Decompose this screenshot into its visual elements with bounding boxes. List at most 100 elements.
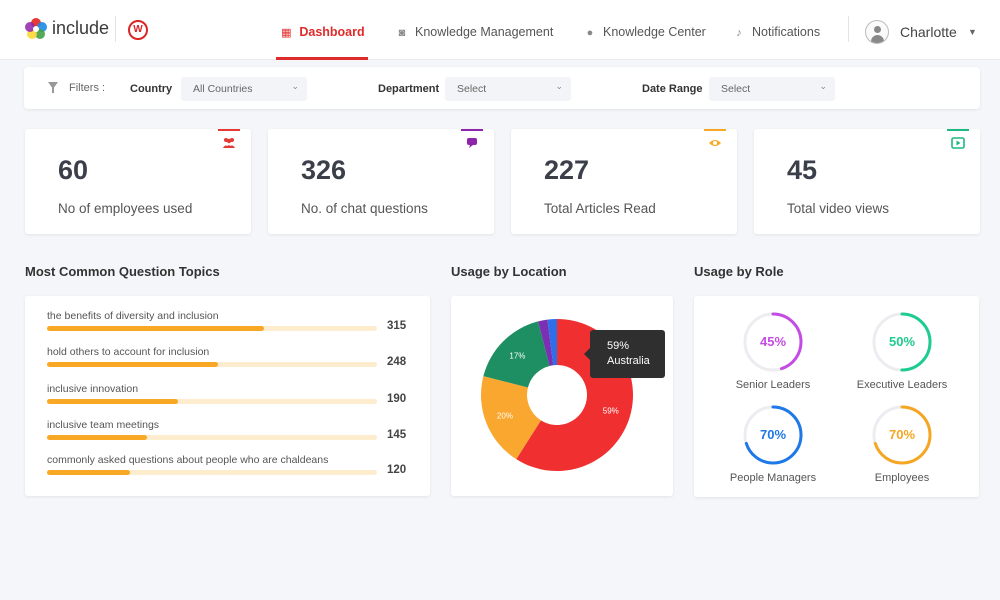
topics-title: Most Common Question Topics (25, 264, 220, 279)
topic-label: inclusive innovation (47, 383, 139, 395)
location-card: 59% 20% 17% 59% Australia (451, 296, 673, 496)
department-value: Select (457, 83, 487, 95)
stat-value: 45 (787, 155, 818, 185)
nav-knowledge-center[interactable]: ● Knowledge Center (583, 0, 706, 60)
role-gauge[interactable]: 45% Senior Leaders (707, 311, 837, 401)
role-ring-progress (743, 312, 803, 372)
role-ring (872, 405, 932, 465)
roles-card: 45% Senior Leaders 50% Executive Leaders 70%… (694, 296, 979, 497)
country-select[interactable]: All Countries ⌄ (181, 77, 307, 101)
stat-label: No of employees used (58, 201, 193, 216)
tooltip-percent: 59% (607, 340, 630, 352)
header-divider (115, 16, 116, 42)
donut-slice[interactable] (547, 319, 557, 366)
topic-value: 145 (387, 429, 407, 441)
country-value: All Countries (193, 83, 253, 95)
date-range-label: Date Range (642, 83, 703, 95)
stat-label: Total video views (787, 201, 890, 216)
topic-value: 315 (387, 320, 407, 332)
topic-label: the benefits of diversity and inclusion (47, 310, 219, 322)
nav-notifications-label: Notifications (752, 25, 821, 39)
role-ring-progress (743, 405, 803, 465)
chart-tooltip: 59% Australia (584, 330, 665, 378)
topic-value: 248 (387, 356, 407, 368)
role-percent: 70% (888, 427, 916, 442)
role-ring-progress (872, 405, 932, 465)
users-icon (223, 138, 235, 148)
user-avatar-icon[interactable] (865, 20, 889, 44)
filters-bar: Filters : Country All Countries ⌄ Depart… (24, 67, 980, 109)
nav-knowledge-management[interactable]: ◙ Knowledge Management (395, 0, 554, 60)
role-label: Senior Leaders (735, 379, 811, 391)
brand-name[interactable]: include (52, 18, 110, 38)
user-name[interactable]: Charlotte (900, 24, 957, 40)
donut-slice-label: 59% (603, 407, 619, 416)
stat-card-chat-questions: 326 No. of chat questions (268, 129, 494, 234)
role-ring-progress (872, 312, 932, 372)
topic-label: commonly asked questions about people wh… (47, 454, 329, 466)
chevron-down-icon: ⌄ (555, 81, 563, 91)
chevron-down-icon: ⌄ (291, 81, 299, 91)
chevron-down-icon[interactable]: ▼ (968, 27, 977, 37)
donut-slice-label: 20% (497, 412, 513, 421)
stat-value: 227 (544, 155, 590, 185)
donut-slice[interactable] (538, 319, 554, 366)
chat-icon (467, 138, 477, 148)
stat-badge (947, 129, 969, 155)
info-icon: ● (586, 27, 594, 39)
topic-progress-fill (47, 399, 178, 404)
bell-icon: ♪ (736, 27, 742, 39)
video-icon (951, 137, 965, 149)
nav-dashboard[interactable]: ▦ Dashboard (276, 0, 368, 60)
role-gauge[interactable]: 50% Executive Leaders (836, 311, 966, 401)
role-percent: 45% (759, 334, 787, 349)
stat-value: 326 (301, 155, 347, 185)
nav-knowledge-management-label: Knowledge Management (415, 25, 554, 39)
role-ring (743, 405, 803, 465)
location-donut-chart[interactable]: 59% 20% 17% (451, 296, 673, 496)
stat-label: No. of chat questions (301, 201, 428, 216)
role-gauge[interactable]: 70% Employees (836, 404, 966, 494)
role-ring (743, 312, 803, 372)
topic-progress-fill (47, 435, 147, 440)
role-percent: 50% (888, 334, 916, 349)
topic-label: hold others to account for inclusion (47, 346, 210, 358)
topic-progress-track (47, 326, 377, 331)
nav-dashboard-label: Dashboard (299, 25, 365, 39)
department-select[interactable]: Select ⌄ (445, 77, 571, 101)
include-logo-icon[interactable] (24, 17, 48, 41)
partner-logo: W (128, 20, 148, 40)
role-label: Employees (874, 472, 930, 484)
stat-badge (704, 129, 726, 155)
eye-icon (709, 140, 721, 146)
stat-label: Total Articles Read (544, 201, 656, 216)
filter-icon (48, 82, 58, 93)
nav-notifications[interactable]: ♪ Notifications (732, 0, 820, 60)
department-label: Department (378, 83, 440, 95)
stat-badge (461, 129, 483, 155)
topic-progress-track (47, 435, 377, 440)
topic-progress-fill (47, 470, 130, 475)
donut-slice[interactable] (481, 376, 541, 460)
topic-progress-fill (47, 326, 264, 331)
topic-value: 120 (387, 464, 407, 476)
topic-progress-track (47, 362, 377, 367)
donut-slice-label: 17% (509, 351, 525, 360)
role-label: People Managers (729, 472, 817, 484)
topics-card: the benefits of diversity and inclusion 3… (25, 296, 430, 496)
header-divider-right (848, 16, 849, 42)
camera-icon: ◙ (398, 27, 406, 39)
date-range-select[interactable]: Select ⌄ (709, 77, 835, 101)
role-title: Usage by Role (694, 264, 784, 279)
donut-slice[interactable] (483, 321, 550, 388)
date-range-value: Select (721, 83, 751, 95)
role-percent: 70% (759, 427, 787, 442)
topic-progress-fill (47, 362, 218, 367)
chevron-down-icon: ⌄ (819, 81, 827, 91)
nav-knowledge-center-label: Knowledge Center (603, 25, 706, 39)
topic-value: 190 (387, 393, 407, 405)
grid-icon: ▦ (281, 27, 292, 39)
role-gauge[interactable]: 70% People Managers (707, 404, 837, 494)
role-label: Executive Leaders (856, 379, 948, 391)
stat-badge (218, 129, 240, 155)
